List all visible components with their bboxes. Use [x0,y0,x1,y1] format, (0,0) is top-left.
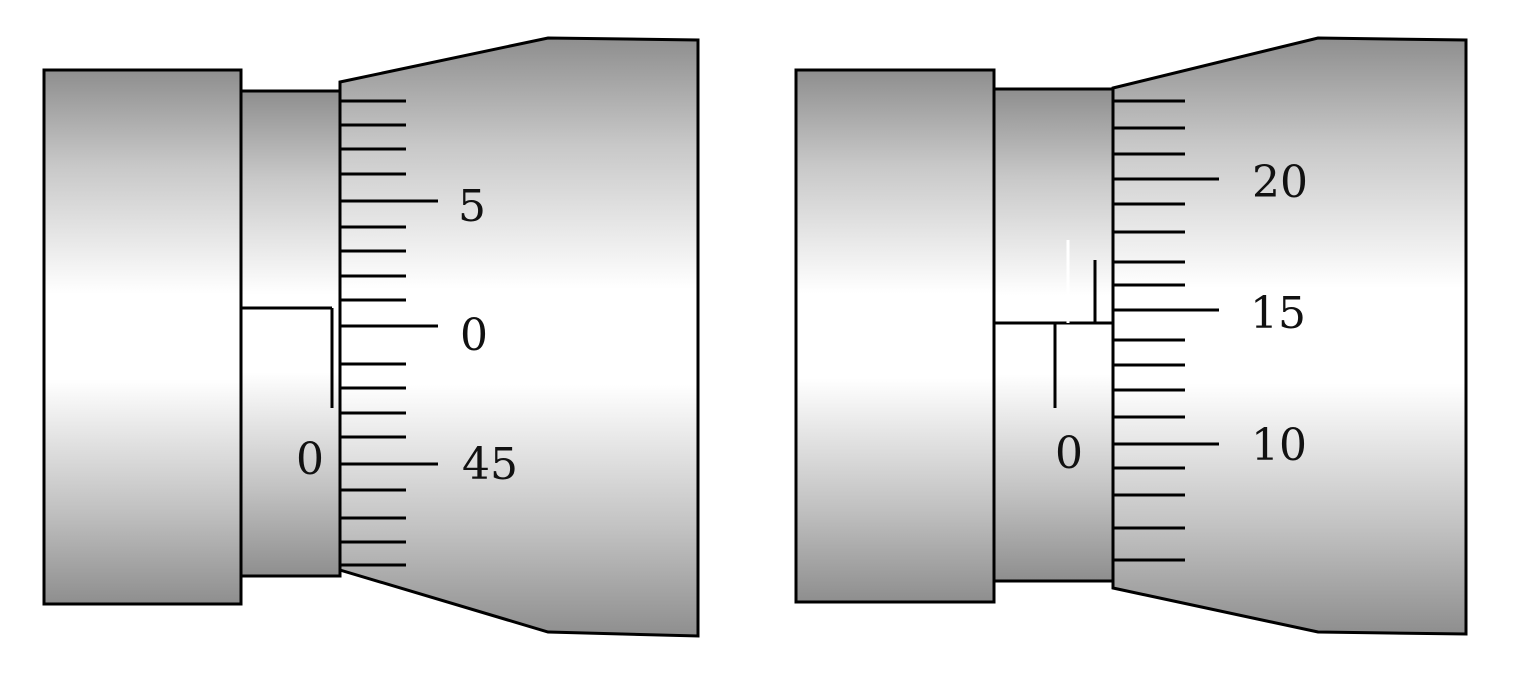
thimble-label: 5 [458,181,486,232]
sleeve-zero-label: 0 [296,434,324,485]
thimble-label: 15 [1250,288,1306,339]
micrometer-left: 0 5 0 45 [42,36,700,638]
thimble-scale-right [1113,99,1219,562]
thimble-label: 10 [1251,420,1307,471]
micrometer-right: 0 20 15 10 [794,36,1468,636]
frame-block-left [42,68,243,606]
frame-block-right [794,68,996,604]
sleeve-zero-label: 0 [1055,428,1083,479]
thimble-label: 45 [462,439,518,490]
thimble-label: 0 [460,310,488,361]
thimble-left [338,36,700,638]
thimble-label: 20 [1252,157,1308,208]
thimble-right [1111,36,1468,636]
sleeve-left [239,89,342,578]
thimble-scale-left [340,99,438,567]
